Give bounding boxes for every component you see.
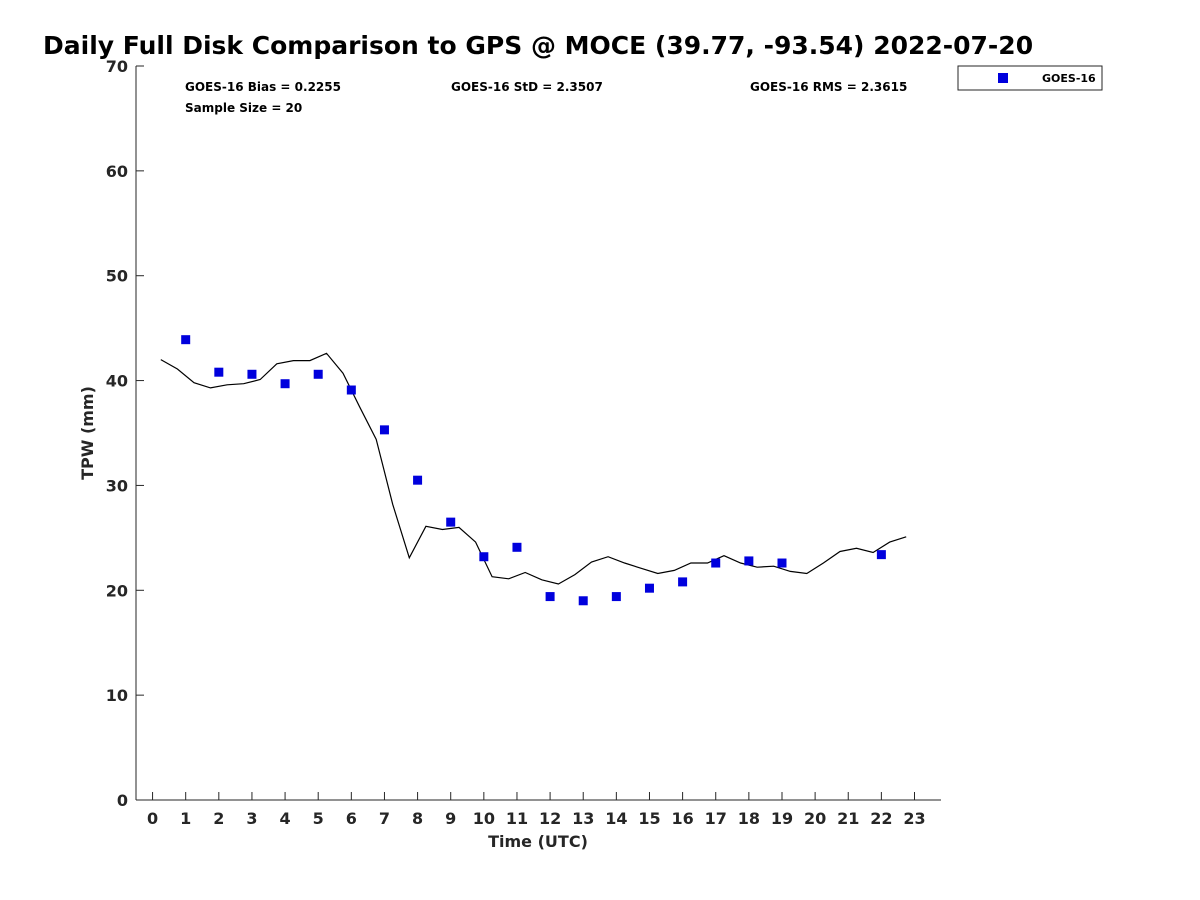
series-layer	[160, 335, 907, 606]
x-tick-label: 21	[837, 809, 859, 828]
goes16-point	[578, 596, 588, 606]
y-tick-label: 0	[117, 791, 128, 810]
legend-box	[957, 65, 1103, 91]
goes16-point	[313, 369, 323, 379]
y-tick-label: 60	[106, 162, 128, 181]
x-axis-label: Time (UTC)	[488, 832, 588, 851]
bias-stat: GOES-16 Bias = 0.2255	[185, 80, 341, 94]
x-tick-label: 8	[412, 809, 423, 828]
legend-label-goes16: GOES-16	[1042, 72, 1096, 85]
goes16-point	[379, 425, 389, 435]
x-tick-label: 10	[473, 809, 495, 828]
y-tick-label: 40	[106, 372, 128, 391]
x-tick-label: 3	[246, 809, 257, 828]
goes16-point	[545, 592, 555, 602]
gps-tpw-line	[160, 352, 907, 585]
x-tick-label: 7	[379, 809, 390, 828]
legend: GOES-16	[957, 65, 1103, 91]
goes16-point	[280, 379, 290, 389]
goes16-point	[512, 542, 522, 552]
x-tick-label: 19	[771, 809, 793, 828]
x-tick-label: 11	[506, 809, 528, 828]
x-tick-label: 18	[738, 809, 760, 828]
chart-title: Daily Full Disk Comparison to GPS @ MOCE…	[43, 31, 1033, 60]
x-tick-label: 9	[445, 809, 456, 828]
x-tick-label: 0	[147, 809, 158, 828]
goes16-point	[678, 577, 688, 587]
goes16-point	[247, 369, 257, 379]
y-axis-label: TPW (mm)	[78, 386, 97, 480]
x-axis-ticks: 0 1 2 3 4 5 6 7 8 9 10 11 12 13 14 15 16 17 18 19 20 21 22 23	[147, 792, 926, 828]
x-tick-label: 14	[605, 809, 627, 828]
x-tick-label: 4	[280, 809, 291, 828]
x-tick-label: 5	[313, 809, 324, 828]
x-tick-label: 13	[572, 809, 594, 828]
goes16-point	[446, 517, 456, 527]
y-axis-ticks: 0 10 20 30 40 50 60 70	[106, 57, 144, 810]
y-tick-label: 70	[106, 57, 128, 76]
y-tick-label: 10	[106, 686, 128, 705]
goes16-point	[744, 556, 754, 566]
goes16-point	[876, 550, 886, 560]
y-tick-label: 20	[106, 581, 128, 600]
goes16-point	[214, 367, 224, 377]
goes16-point	[711, 558, 721, 568]
y-tick-label: 50	[106, 267, 128, 286]
x-tick-label: 2	[213, 809, 224, 828]
goes16-point	[611, 592, 621, 602]
std-stat: GOES-16 StD = 2.3507	[451, 80, 603, 94]
sample-size-stat: Sample Size = 20	[185, 101, 302, 115]
y-tick-label: 30	[106, 476, 128, 495]
goes16-point	[777, 558, 787, 568]
x-tick-label: 22	[870, 809, 892, 828]
goes16-point	[413, 475, 423, 485]
legend-marker-goes16	[998, 73, 1008, 83]
goes16-point	[479, 552, 489, 562]
x-tick-label: 12	[539, 809, 561, 828]
goes16-point	[644, 583, 654, 593]
x-tick-label: 20	[804, 809, 826, 828]
x-tick-label: 6	[346, 809, 357, 828]
goes16-point	[346, 385, 356, 395]
x-tick-label: 16	[671, 809, 693, 828]
x-tick-label: 17	[705, 809, 727, 828]
x-tick-label: 23	[903, 809, 925, 828]
x-tick-label: 15	[638, 809, 660, 828]
goes16-point	[181, 335, 191, 345]
x-tick-label: 1	[180, 809, 191, 828]
rms-stat: GOES-16 RMS = 2.3615	[750, 80, 907, 94]
